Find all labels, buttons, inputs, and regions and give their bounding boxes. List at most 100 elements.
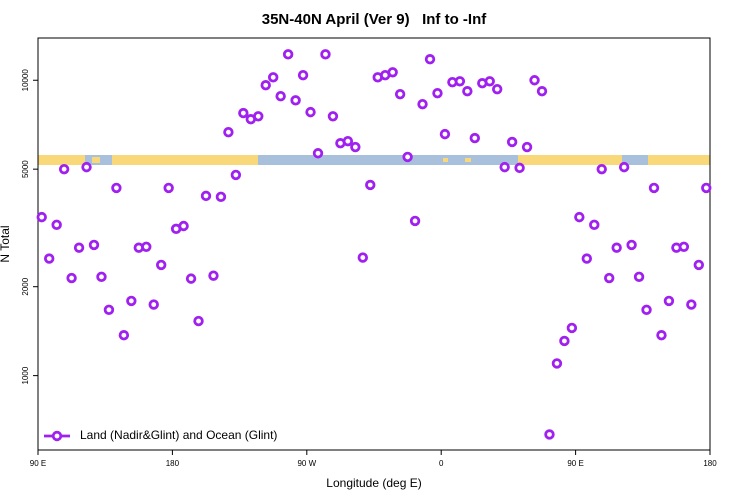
data-point	[693, 259, 704, 271]
data-point	[484, 76, 495, 87]
data-point	[402, 151, 413, 163]
data-point	[417, 98, 428, 110]
legend-marker	[51, 430, 63, 442]
data-point	[462, 86, 473, 97]
data-point	[215, 191, 227, 203]
data-point	[663, 295, 675, 307]
land-band	[112, 155, 258, 165]
y-tick-label: 1000	[21, 366, 30, 384]
data-point	[574, 211, 585, 223]
data-point	[521, 141, 533, 153]
data-point	[424, 54, 436, 65]
data-point	[409, 215, 421, 227]
data-point	[641, 304, 652, 316]
data-point	[230, 169, 242, 181]
data-point	[208, 270, 219, 281]
data-point	[185, 273, 197, 284]
y-axis-label: N Total	[0, 225, 12, 262]
data-point	[200, 190, 212, 202]
data-point	[514, 162, 525, 174]
data-point	[73, 242, 85, 253]
data-point	[394, 88, 406, 100]
data-point	[701, 182, 712, 194]
data-point	[581, 253, 592, 264]
x-tick-label: 180	[166, 459, 180, 468]
y-tick-label: 5000	[21, 160, 30, 178]
data-point	[290, 95, 301, 106]
data-point	[439, 128, 451, 140]
map-band	[38, 155, 710, 165]
data-point	[36, 211, 47, 223]
data-point	[275, 91, 286, 102]
data-point	[312, 148, 324, 159]
x-tick-label: 90 E	[567, 459, 583, 468]
data-point	[66, 272, 77, 284]
data-point	[96, 271, 107, 283]
data-point	[297, 70, 309, 81]
data-point	[387, 67, 398, 78]
x-tick-label: 90 E	[30, 459, 46, 468]
land-band	[38, 155, 85, 165]
data-point	[327, 111, 339, 122]
data-point	[469, 132, 480, 144]
data-point	[454, 76, 466, 87]
data-point	[596, 163, 607, 175]
data-point	[611, 242, 622, 253]
data-point	[544, 429, 555, 440]
data-point	[51, 219, 62, 231]
x-tick-label: 0	[439, 459, 444, 468]
data-point	[81, 161, 92, 173]
data-point	[536, 86, 548, 97]
data-point	[126, 295, 137, 307]
land-band	[465, 158, 471, 162]
data-point	[589, 219, 600, 231]
ocean-band	[38, 155, 710, 165]
data-point	[155, 259, 167, 271]
data-point	[365, 179, 376, 191]
data-point	[686, 299, 697, 310]
data-point	[342, 135, 354, 147]
data-point	[58, 163, 70, 175]
data-point	[44, 253, 55, 264]
land-band	[92, 157, 100, 163]
data-point	[506, 136, 518, 148]
data-point	[268, 72, 279, 83]
data-point	[492, 83, 503, 95]
x-axis-label: Longitude (deg E)	[326, 476, 421, 490]
data-point	[141, 241, 152, 252]
data-point	[499, 161, 510, 173]
data-point	[260, 80, 271, 91]
data-point	[350, 141, 361, 153]
data-point	[118, 330, 130, 341]
data-point	[238, 107, 249, 119]
data-point	[618, 161, 630, 173]
x-tick-label: 90 W	[297, 459, 316, 468]
land-band	[443, 158, 448, 162]
data-point	[163, 182, 174, 194]
data-point	[282, 49, 294, 60]
data-point	[559, 335, 570, 347]
plot-frame	[37, 37, 711, 451]
data-point	[648, 182, 660, 194]
data-point	[178, 220, 189, 232]
data-point	[432, 87, 443, 99]
data-point	[88, 239, 100, 251]
data-point	[111, 182, 122, 194]
data-point	[604, 272, 615, 284]
data-point	[633, 271, 645, 283]
legend-label: Land (Nadir&Glint) and Ocean (Glint)	[80, 428, 277, 442]
land-band	[648, 155, 710, 165]
data-point	[656, 330, 667, 341]
x-tick-label: 180	[703, 459, 717, 468]
chart-title: 35N-40N April (Ver 9) Inf to -Inf	[262, 11, 487, 28]
data-point	[678, 241, 690, 252]
data-point	[320, 49, 331, 60]
data-point	[529, 75, 540, 86]
data-point	[566, 322, 578, 334]
data-point	[103, 304, 115, 316]
y-tick-label: 10000	[21, 69, 30, 92]
data-point	[223, 126, 234, 138]
